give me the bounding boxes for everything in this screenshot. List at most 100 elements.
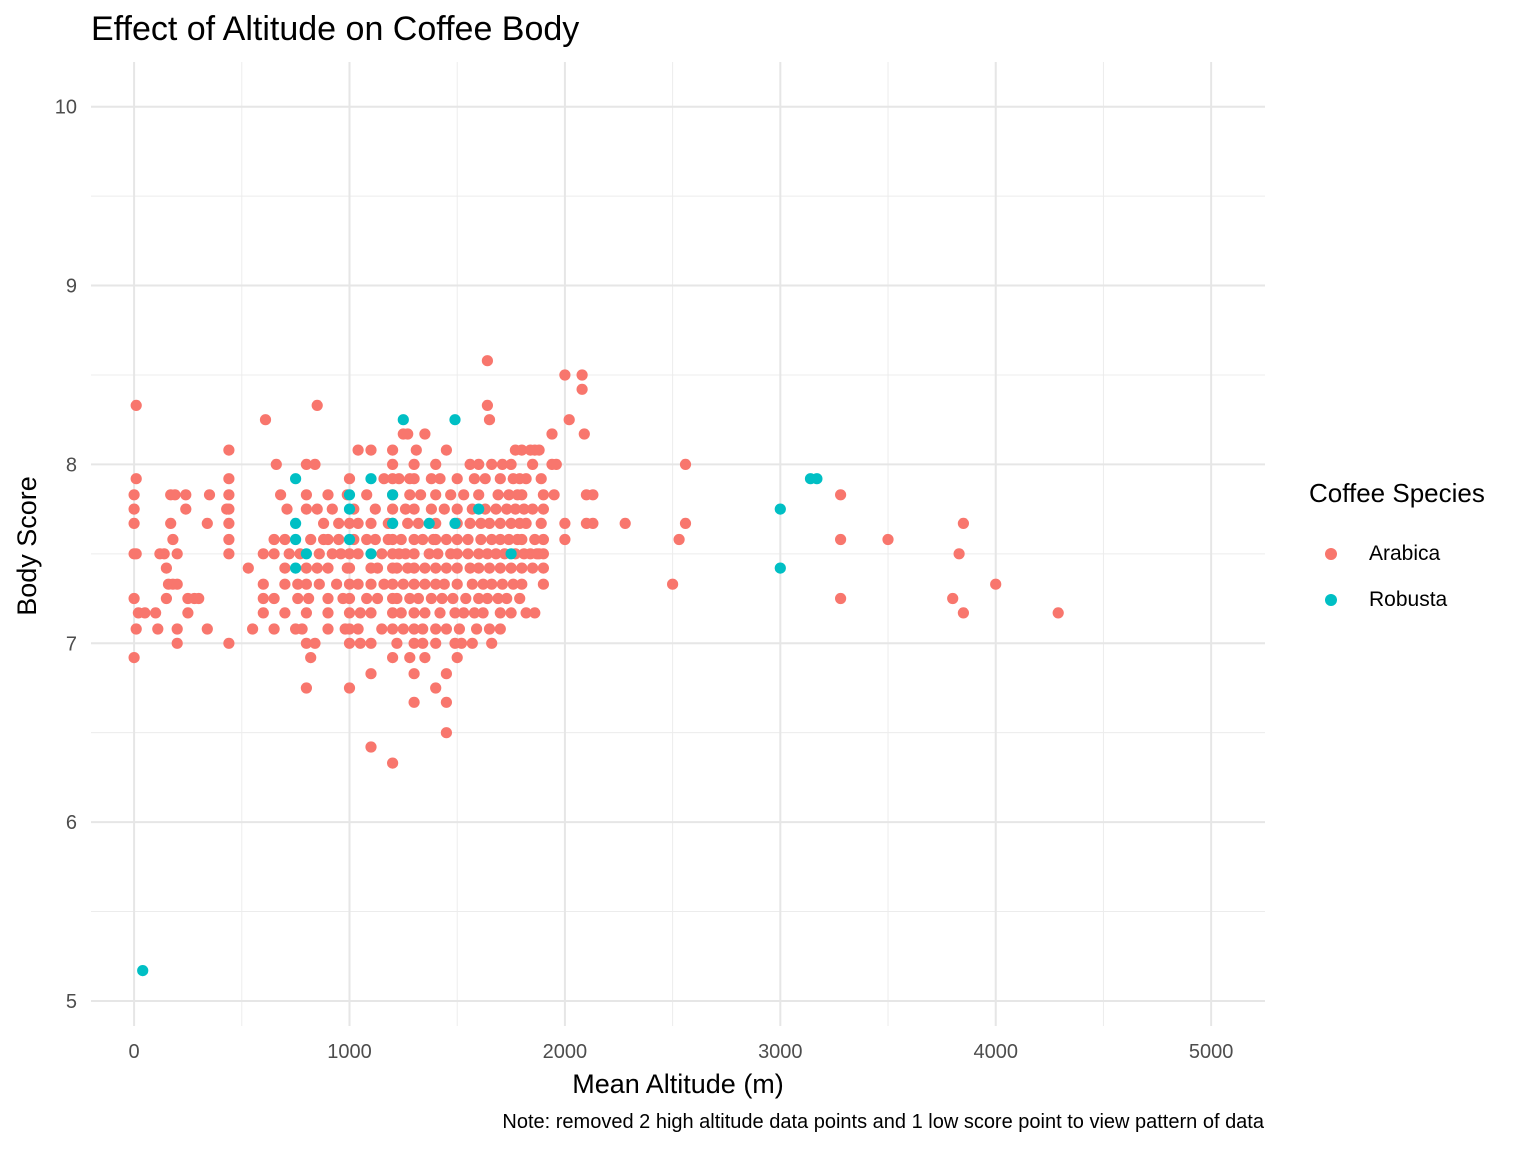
x-tick-label: 5000 [1189, 1041, 1234, 1063]
point-arabica [326, 548, 338, 560]
point-arabica [957, 607, 970, 619]
point-arabica [430, 623, 442, 635]
point-arabica [365, 444, 377, 456]
point-arabica [505, 562, 517, 574]
point-arabica [408, 696, 420, 708]
point-arabica [520, 517, 532, 530]
point-robusta [811, 473, 823, 485]
point-arabica [507, 578, 519, 590]
point-arabica [305, 533, 317, 546]
point-arabica [311, 562, 323, 574]
point-arabica [473, 592, 485, 605]
point-arabica [563, 414, 575, 426]
point-arabica [169, 489, 181, 501]
point-arabica [479, 473, 491, 485]
point-arabica [527, 458, 539, 470]
point-arabica [408, 533, 420, 546]
point-arabica [180, 489, 192, 501]
point-arabica [518, 503, 530, 515]
point-arabica [486, 458, 498, 470]
point-arabica [481, 592, 493, 605]
point-arabica [494, 623, 506, 635]
point-arabica [516, 444, 528, 456]
point-arabica [300, 489, 312, 501]
point-arabica [352, 578, 364, 590]
point-arabica [352, 444, 364, 456]
point-arabica [516, 578, 528, 590]
point-arabica [387, 623, 399, 635]
legend-item-robusta: Robusta [1309, 577, 1485, 623]
point-arabica [171, 578, 183, 590]
point-robusta [290, 562, 302, 574]
point-arabica [425, 473, 437, 485]
point-arabica [462, 533, 474, 546]
point-arabica [333, 533, 345, 546]
point-arabica [343, 562, 356, 574]
point-arabica [311, 503, 323, 515]
point-arabica [343, 623, 356, 635]
point-robusta [505, 548, 517, 560]
point-arabica [483, 623, 496, 635]
point-robusta [343, 533, 356, 546]
point-arabica [343, 637, 356, 649]
point-arabica [343, 682, 356, 694]
point-arabica [537, 562, 550, 574]
point-arabica [268, 548, 280, 560]
point-arabica [434, 607, 446, 619]
point-arabica [387, 533, 399, 546]
point-arabica [492, 592, 504, 605]
point-arabica [490, 503, 502, 515]
point-arabica [152, 623, 164, 635]
point-arabica [503, 533, 515, 546]
point-arabica [503, 489, 515, 501]
point-arabica [483, 414, 496, 426]
point-robusta [449, 517, 461, 530]
point-arabica [425, 592, 437, 605]
point-arabica [193, 592, 205, 605]
point-arabica [279, 562, 291, 574]
point-arabica [395, 607, 407, 619]
point-arabica [404, 592, 416, 605]
point-arabica [473, 548, 485, 560]
point-arabica [505, 607, 517, 619]
legend: Coffee Species Arabica Robusta [1309, 478, 1485, 623]
point-arabica [387, 652, 399, 664]
point-arabica [477, 607, 489, 619]
point-arabica [387, 607, 399, 619]
x-tick-label: 4000 [973, 1041, 1018, 1063]
point-arabica [201, 517, 213, 530]
point-arabica [957, 517, 970, 530]
point-arabica [501, 592, 513, 605]
point-arabica [160, 592, 172, 605]
point-arabica [223, 489, 235, 501]
point-arabica [410, 444, 422, 456]
point-arabica [343, 548, 356, 560]
point-arabica [391, 592, 403, 605]
point-robusta [290, 473, 302, 485]
point-arabica [371, 592, 384, 605]
point-arabica [365, 517, 377, 530]
point-arabica [158, 548, 170, 560]
y-axis-tick-labels: 5 6 7 8 9 10 [55, 97, 77, 1013]
point-arabica [201, 623, 213, 635]
point-arabica [408, 668, 420, 680]
point-arabica [279, 578, 291, 590]
point-arabica [371, 562, 384, 574]
point-arabica [440, 623, 452, 635]
point-arabica [395, 533, 407, 546]
point-arabica [990, 578, 1002, 590]
y-tick-label: 9 [66, 276, 77, 298]
point-arabica [447, 592, 459, 605]
point-arabica [376, 548, 388, 560]
point-arabica [322, 489, 334, 501]
point-arabica [430, 578, 442, 590]
point-arabica [434, 473, 446, 485]
point-arabica [399, 503, 412, 515]
point-arabica [430, 637, 442, 649]
point-arabica [514, 592, 526, 605]
point-arabica [527, 562, 539, 574]
point-arabica [481, 548, 493, 560]
point-arabica [537, 503, 550, 515]
point-arabica [445, 489, 457, 501]
point-arabica [361, 533, 373, 546]
